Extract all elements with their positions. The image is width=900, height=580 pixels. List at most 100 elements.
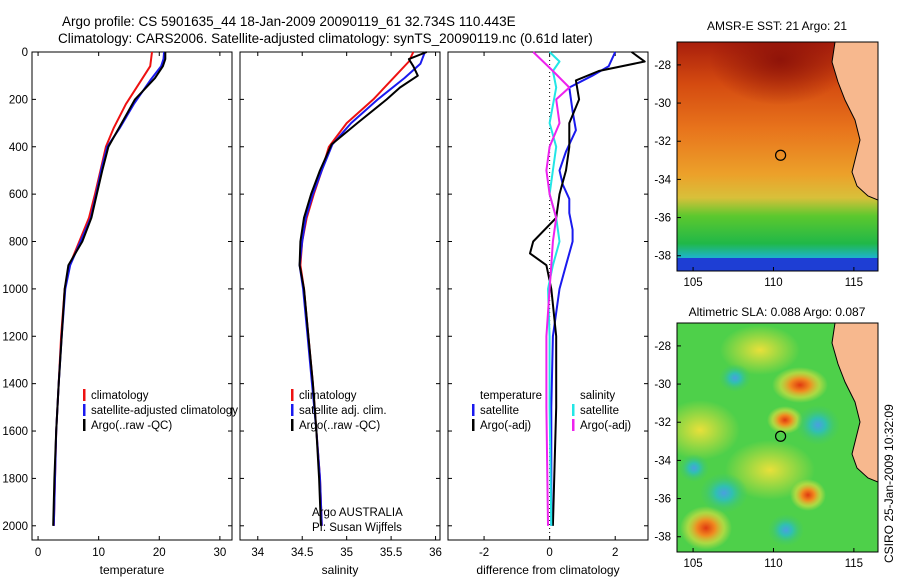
sst-warm-core xyxy=(710,42,850,105)
x-axis-label: salinity xyxy=(322,563,359,577)
legend-swatch xyxy=(291,419,294,431)
sst-land xyxy=(832,42,878,200)
x-tick-label: 10 xyxy=(92,547,105,559)
x-tick-label: 36 xyxy=(429,547,442,559)
series-line-temperature-satellite xyxy=(550,51,617,526)
x-tick-label: 34.5 xyxy=(291,547,313,559)
plot-frame xyxy=(447,51,649,541)
sla-warm-2 xyxy=(680,506,732,550)
legend-swatch xyxy=(572,419,575,431)
x-tick-label: 0 xyxy=(546,547,552,559)
sla-cool-2 xyxy=(700,473,748,513)
map-y-tick-label: -36 xyxy=(654,494,671,506)
y-tick-label: 1000 xyxy=(2,284,28,296)
sla-coastline xyxy=(831,323,878,483)
sla-cool-4 xyxy=(768,514,804,546)
map-x-tick-label: 105 xyxy=(683,558,702,570)
legend-label: climatology xyxy=(91,390,149,402)
sla-cool-3 xyxy=(679,454,709,482)
y-tick-label: 1400 xyxy=(2,379,28,391)
sla-yellow-1 xyxy=(720,325,800,375)
sst-cold-strip xyxy=(677,258,878,271)
x-axis-label: difference from climatology xyxy=(476,563,619,577)
legend-label: Argo(..raw -QC) xyxy=(91,420,172,432)
sst-map-frame xyxy=(676,41,879,272)
legend-label: satellite-adjusted climatology xyxy=(91,405,238,417)
map-x-tick-label: 115 xyxy=(845,277,863,289)
map-y-tick-label: -38 xyxy=(654,251,671,263)
sla-warm-3 xyxy=(767,406,803,434)
x-tick-label: 0 xyxy=(35,547,41,559)
series-line-argo xyxy=(298,51,428,526)
map-y-tick-label: -34 xyxy=(654,455,671,467)
map-x-tick-label: 110 xyxy=(764,558,782,570)
plot-frame xyxy=(239,51,441,541)
x-tick-label: 20 xyxy=(153,547,166,559)
legend-label: satellite adj. clim. xyxy=(299,405,387,417)
legend-swatch xyxy=(291,404,294,416)
sla-map-title: Altimetric SLA: 0.088 Argo: 0.087 xyxy=(689,305,866,319)
y-tick-label: 600 xyxy=(9,189,28,201)
temperature-profile-panel: 0 10 20 30 temperature 0 200 400 600 800 1000 1200 1… xyxy=(2,47,238,577)
argo-location-marker xyxy=(775,430,787,442)
y-tick-label: 1600 xyxy=(2,426,28,438)
legend-swatch xyxy=(291,389,294,401)
map-y-tick-label: -28 xyxy=(654,341,671,353)
legend-label: Argo(-adj) xyxy=(480,420,531,432)
difference-profile-panel: -2 0 2 difference from climatology temperatu… xyxy=(447,51,649,577)
map-y-tick-label: -34 xyxy=(654,174,671,186)
legend-swatch xyxy=(83,404,86,416)
map-x-tick-label: 110 xyxy=(764,277,782,289)
map-y-tick-label: -36 xyxy=(654,213,671,225)
x-axis-label: temperature xyxy=(100,563,165,577)
sla-cool-5 xyxy=(719,364,751,392)
legend-swatch xyxy=(472,404,475,416)
timestamp-label: CSIRO 25-Jan-2009 10:32:09 xyxy=(882,404,896,563)
map-x-tick-label: 115 xyxy=(845,558,863,570)
map-y-tick-label: -30 xyxy=(654,379,671,391)
legend-swatch xyxy=(83,389,86,401)
salinity-profile-panel: 34 34.5 35 35.5 36 salinity climatology satelli… xyxy=(239,51,442,577)
credit-label: PI: Susan Wijffels xyxy=(312,522,402,534)
map-y-tick-label: -30 xyxy=(654,98,671,110)
series-line-satellite xyxy=(52,51,166,526)
y-tick-label: 2000 xyxy=(2,521,28,533)
legend-label: satellite xyxy=(480,405,519,417)
sst-map-panel: AMSR-E SST: 21 Argo: 21 105 110 115 -28 -30 -… xyxy=(654,19,879,289)
plot-frame xyxy=(31,51,233,541)
sla-map-panel: Altimetric SLA: 0.088 Argo: 0.087 105 110… xyxy=(654,305,879,570)
legend-swatch xyxy=(572,404,575,416)
x-tick-label: 30 xyxy=(213,547,226,559)
sla-cool-1 xyxy=(796,405,840,445)
x-tick-label: 34 xyxy=(251,547,264,559)
sla-yellow-3 xyxy=(725,440,815,500)
y-tick-label: 1800 xyxy=(2,473,28,485)
credit-label: Argo AUSTRALIA xyxy=(312,507,403,519)
x-tick-label: 35 xyxy=(340,547,353,559)
x-tick-label: 35.5 xyxy=(380,547,402,559)
series-line-salinity-argo xyxy=(532,51,571,526)
map-x-tick-label: 105 xyxy=(683,277,702,289)
sst-map-title: AMSR-E SST: 21 Argo: 21 xyxy=(707,19,847,33)
legend-label: Argo(..raw -QC) xyxy=(299,420,380,432)
legend-swatch xyxy=(83,419,86,431)
y-tick-label: 0 xyxy=(22,47,28,59)
map-y-tick-label: -32 xyxy=(654,417,671,429)
sst-coastline xyxy=(831,42,878,201)
legend-label: temperature xyxy=(480,390,542,402)
series-line-argo xyxy=(52,52,167,526)
y-tick-label: 800 xyxy=(9,237,28,249)
legend-label: Argo(-adj) xyxy=(580,420,631,432)
map-y-tick-label: -38 xyxy=(654,532,671,544)
legend-label: satellite xyxy=(580,405,619,417)
sla-map-frame xyxy=(676,322,879,553)
y-tick-label: 200 xyxy=(9,94,28,106)
argo-location-marker xyxy=(775,149,787,161)
sla-yellow-2 xyxy=(677,400,740,460)
sla-land xyxy=(832,323,878,482)
y-tick-label: 400 xyxy=(9,142,28,154)
series-line-temperature-argo xyxy=(529,51,646,526)
map-y-tick-label: -32 xyxy=(654,136,671,148)
legend-swatch xyxy=(472,419,475,431)
